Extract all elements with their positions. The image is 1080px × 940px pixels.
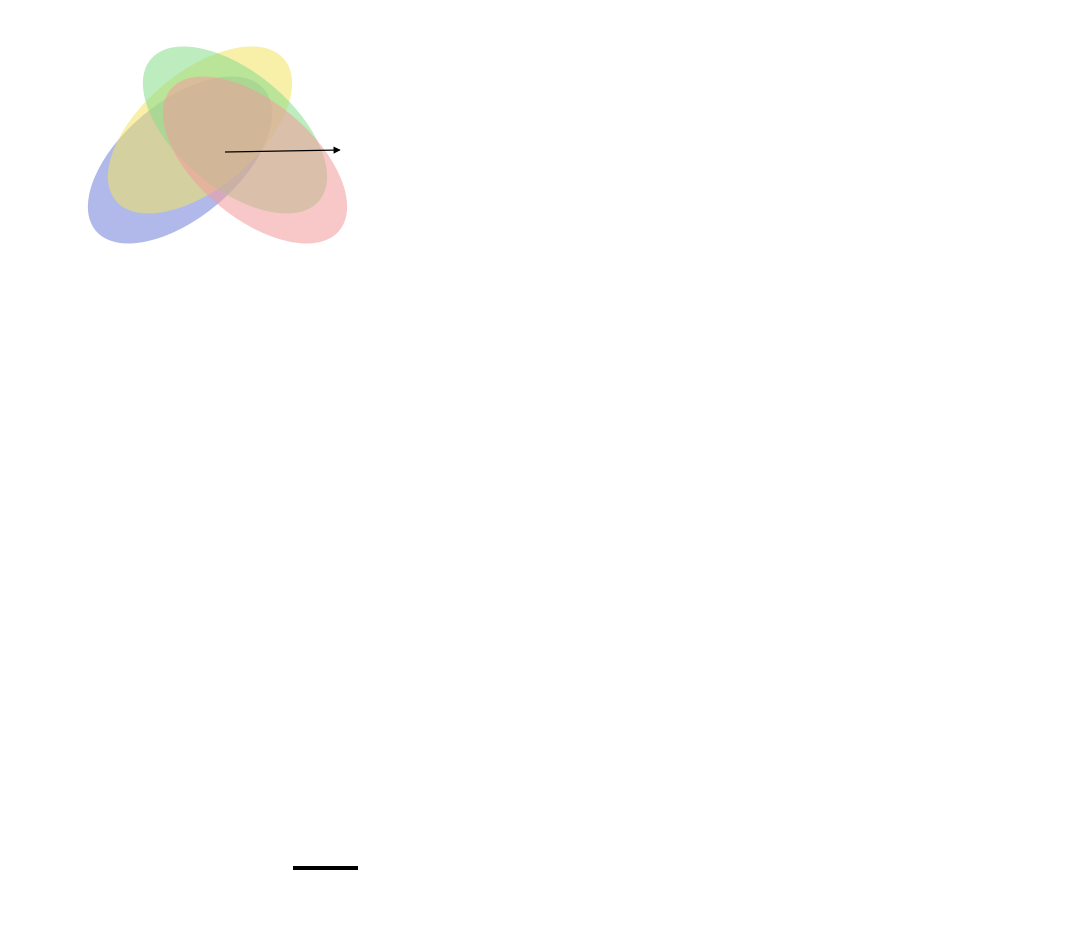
- panel-i-km: [740, 585, 1070, 865]
- panel-h-heatmap: [430, 590, 730, 910]
- panel-e-gsea: [415, 315, 745, 550]
- panel-a-venn: [30, 20, 380, 270]
- panel-c-km: [730, 20, 1060, 280]
- panel-g-ihc: [55, 585, 385, 895]
- panel-b-boxplot: [405, 25, 705, 275]
- panel-f-pie: [755, 320, 1075, 550]
- ihc-grid: [113, 603, 383, 883]
- panel-d-bars: [30, 310, 400, 530]
